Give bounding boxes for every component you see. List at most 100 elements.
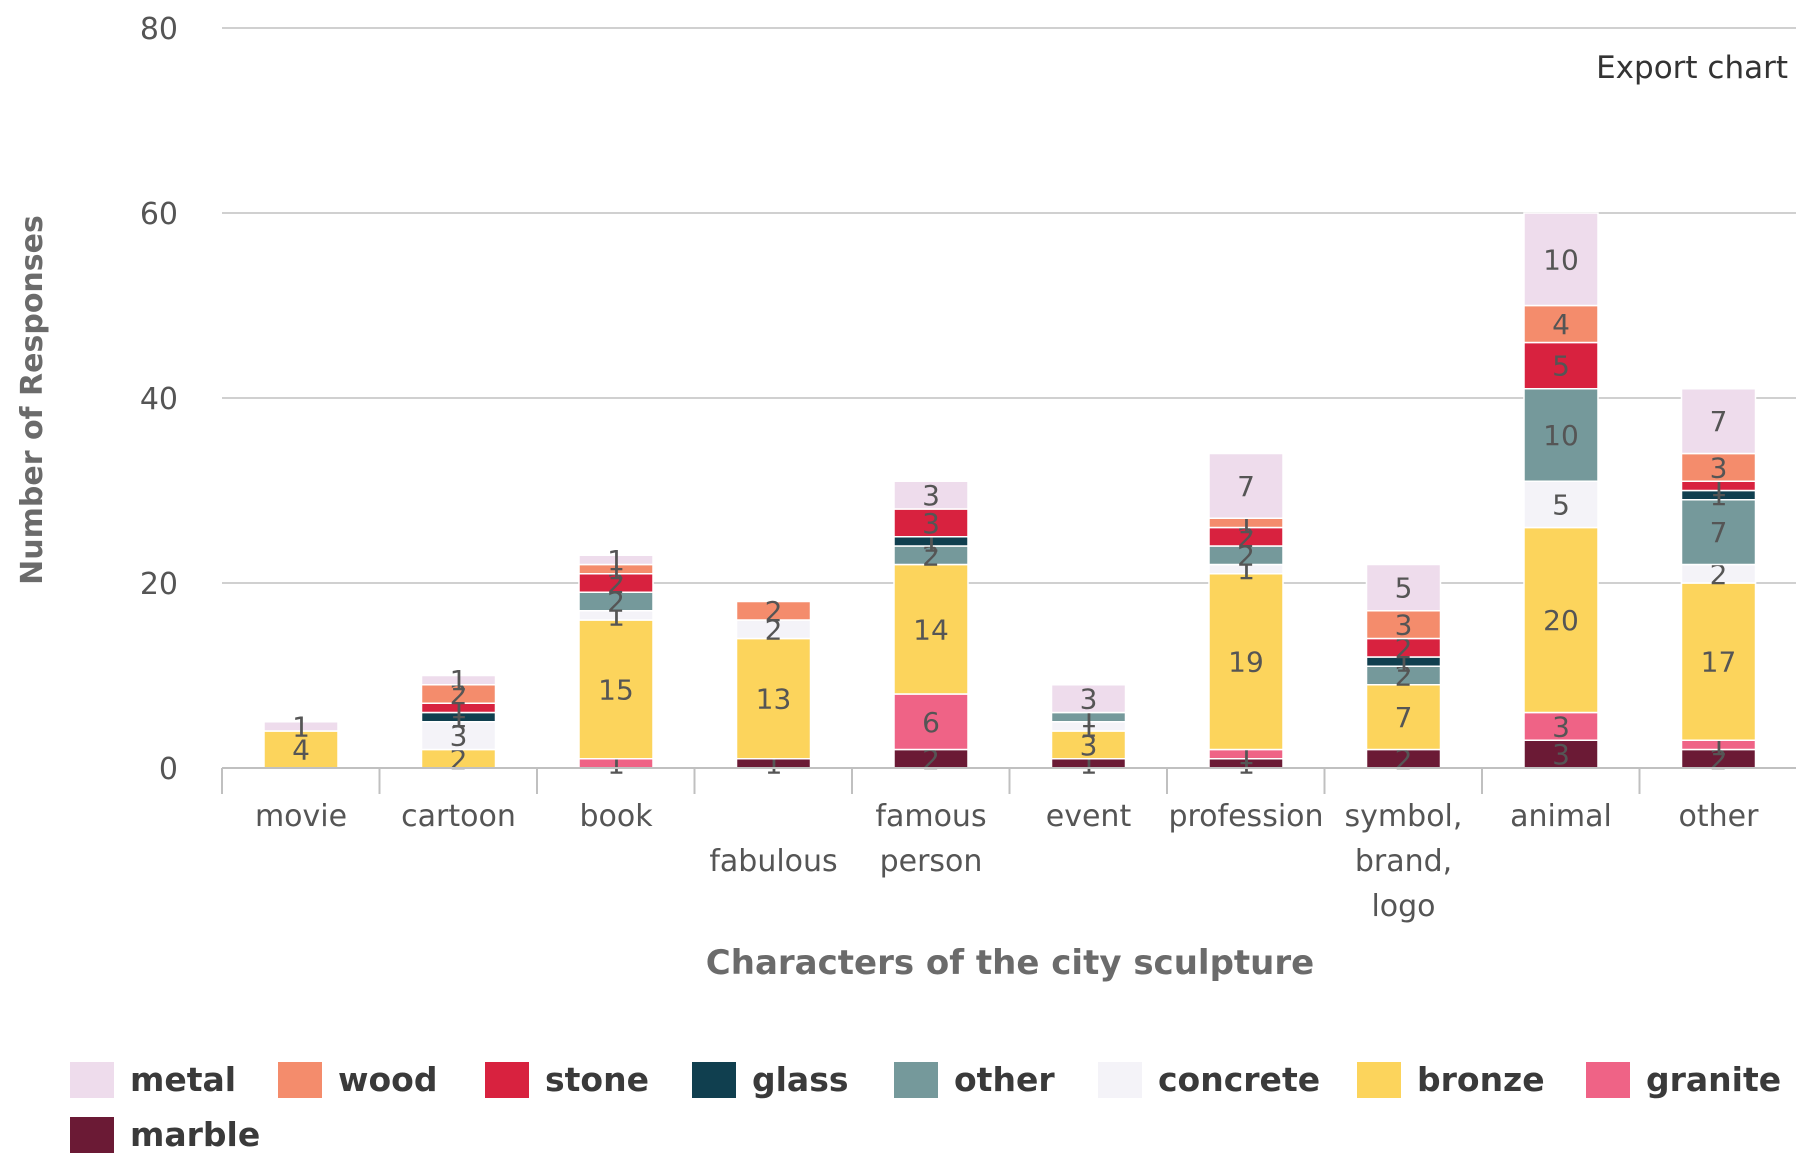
legend-swatch	[485, 1061, 529, 1098]
data-label: 4	[1552, 308, 1570, 341]
x-axis-title: Characters of the city sculpture	[706, 943, 1314, 983]
data-label: 5	[1552, 350, 1570, 383]
data-label: 2	[607, 586, 625, 619]
bar-segment-bronze[interactable]	[578, 619, 654, 760]
bar-segment-metal[interactable]	[420, 674, 497, 686]
data-label: 2	[765, 595, 783, 628]
bar-segment-concrete[interactable]	[1523, 480, 1599, 529]
data-label: 2	[765, 613, 783, 646]
bar-segment-metal[interactable]	[1365, 563, 1442, 612]
data-label: 7	[1237, 470, 1255, 503]
bar-segment-bronze[interactable]	[735, 637, 812, 760]
x-tick-label: famous	[875, 799, 986, 834]
legend-item-other[interactable]: other	[894, 1060, 1055, 1099]
bar-stack: 41	[263, 710, 339, 769]
x-tick-label: brand,	[1355, 844, 1452, 879]
export-chart-button[interactable]: Export chart	[1596, 50, 1788, 86]
bar-segment-bronze[interactable]	[1365, 684, 1442, 751]
data-label: 3	[1080, 683, 1098, 716]
bar-segment-wood[interactable]	[1680, 452, 1757, 482]
legend-label: marble	[130, 1115, 261, 1154]
legend-label: glass	[752, 1060, 849, 1099]
data-label: 5	[1552, 488, 1570, 521]
data-label: 3	[1552, 738, 1570, 771]
x-tick-label: other	[1679, 799, 1760, 834]
data-label: 10	[1543, 243, 1579, 276]
data-label: 19	[1228, 646, 1264, 679]
data-label: 7	[1710, 405, 1728, 438]
data-label: 7	[1395, 701, 1413, 734]
data-label: 20	[1543, 604, 1579, 637]
bar-segment-metal[interactable]	[1523, 212, 1599, 307]
legend-swatch	[1357, 1061, 1401, 1098]
bar-segment-granite[interactable]	[1523, 711, 1599, 741]
bar-segment-bronze[interactable]	[263, 730, 339, 769]
data-label: 6	[922, 706, 940, 739]
data-label: 1	[292, 710, 310, 743]
legend-item-glass[interactable]: glass	[692, 1060, 849, 1099]
data-label: 2	[1237, 521, 1255, 554]
y-axis-ticks: 0 20 40 60 80	[140, 12, 178, 787]
legend-item-stone[interactable]: stone	[485, 1060, 649, 1099]
legend-swatch	[1586, 1061, 1630, 1098]
legend-label: metal	[130, 1060, 237, 1099]
legend-item-metal[interactable]: metal	[70, 1060, 236, 1099]
legend-swatch	[70, 1061, 114, 1098]
bar-segment-bronze[interactable]	[1208, 573, 1284, 751]
legend-swatch	[692, 1061, 736, 1098]
data-label: 7	[1710, 516, 1728, 549]
bar-segment-metal[interactable]	[1680, 388, 1757, 455]
data-label: 2	[1395, 660, 1413, 693]
data-label: 2	[607, 567, 625, 600]
bar-segment-metal[interactable]	[1050, 684, 1127, 714]
x-tick-label: person	[880, 844, 983, 879]
x-tick-label: symbol,	[1345, 799, 1463, 834]
data-label: 3	[1080, 729, 1098, 762]
x-tick-label: fabulous	[709, 844, 837, 879]
data-label: 3	[922, 507, 940, 540]
legend-label: concrete	[1158, 1060, 1321, 1099]
legend-item-concrete[interactable]: concrete	[1098, 1060, 1320, 1099]
y-tick-label: 20	[140, 567, 178, 602]
data-label: 3	[1395, 609, 1413, 642]
bar-segment-metal[interactable]	[1208, 452, 1284, 519]
bar-segment-metal[interactable]	[893, 480, 969, 510]
data-label: 2	[1237, 539, 1255, 572]
x-tick-label: logo	[1371, 889, 1435, 924]
bar-segment-marble[interactable]	[1523, 739, 1599, 769]
legend-item-wood[interactable]: wood	[278, 1060, 437, 1099]
data-label: 2	[922, 539, 940, 572]
legend-label: bronze	[1417, 1060, 1545, 1099]
bar-segment-metal[interactable]	[578, 554, 654, 566]
bar-segment-metal[interactable]	[263, 721, 339, 732]
legend-label: granite	[1646, 1060, 1782, 1099]
data-label: 3	[922, 479, 940, 512]
bar-segment-bronze[interactable]	[1680, 582, 1757, 741]
data-label: 17	[1701, 646, 1737, 679]
legend-item-marble[interactable]: marble	[70, 1115, 260, 1154]
x-axis: movie cartoon book fabulous famous person even…	[221, 767, 1796, 924]
bar-segment-granite[interactable]	[893, 693, 969, 751]
bar-segment-bronze[interactable]	[893, 563, 969, 695]
legend-item-granite[interactable]: granite	[1586, 1060, 1781, 1099]
legend-swatch	[1098, 1061, 1142, 1098]
data-label: 2	[450, 678, 468, 711]
bars: 4123112111512211113222614213313113111912…	[263, 212, 1757, 780]
legend-item-bronze[interactable]: bronze	[1357, 1060, 1545, 1099]
data-label: 10	[1543, 419, 1579, 452]
data-label: 1	[607, 544, 625, 577]
data-label: 2	[1710, 558, 1728, 591]
legend-swatch	[894, 1061, 938, 1098]
legend-label: stone	[545, 1060, 649, 1099]
data-label: 13	[756, 683, 792, 716]
data-label: 2	[1395, 632, 1413, 665]
y-tick-label: 60	[140, 197, 178, 232]
bar-segment-stone[interactable]	[1523, 341, 1599, 390]
bar-segment-wood[interactable]	[735, 600, 812, 621]
